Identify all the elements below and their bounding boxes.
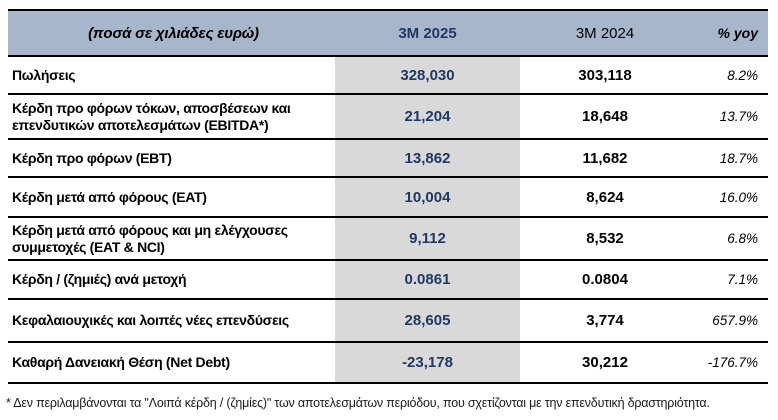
row-label: Κέρδη μετά από φόρους και μη ελέγχουσες … — [12, 221, 288, 255]
value-3m-2024: 0.0804 — [582, 271, 628, 288]
value-3m-2024: 8,532 — [586, 230, 624, 247]
value-3m-2025: 0.0861 — [335, 261, 520, 298]
column-header-3m-2025: 3M 2025 — [398, 24, 457, 42]
column-header-3m-2024: 3M 2024 — [575, 24, 635, 42]
value-3m-2025: 21,204 — [335, 95, 520, 138]
table-header-row: (ποσά σε χιλιάδες ευρώ) 3M 2025 3M 2024 … — [8, 11, 768, 57]
value-3m-2024: 30,212 — [582, 354, 628, 371]
footnote: * Δεν περιλαμβάνονται τα "Λοιπά κέρδη / … — [6, 396, 710, 410]
value-3m-2025: 13,862 — [335, 140, 520, 176]
financial-results-table: (ποσά σε χιλιάδες ευρώ) 3M 2025 3M 2024 … — [8, 9, 768, 384]
table-body: Πωλήσεις 328,030 303,118 8.2% Κέρδη προ … — [8, 57, 768, 384]
value-3m-2025: 9,112 — [335, 218, 520, 259]
row-label: Κέρδη μετά από φόρους (EAT) — [12, 188, 207, 205]
table-row: Κέρδη προ φόρων τόκων, αποσβέσεων και επ… — [8, 95, 768, 140]
value-3m-2024: 3,774 — [586, 312, 624, 329]
value-yoy: 6.8% — [727, 231, 758, 246]
value-3m-2024: 18,648 — [582, 108, 628, 125]
row-label: Κέρδη προ φόρων τόκων, αποσβέσεων και επ… — [12, 99, 291, 133]
column-header-yoy: % yoy — [717, 25, 758, 41]
value-3m-2025: 328,030 — [335, 57, 520, 93]
table-row: Καθαρή Δανειακή Θέση (Net Debt) -23,178 … — [8, 343, 768, 384]
value-3m-2025: -23,178 — [335, 343, 520, 382]
table-row: Κέρδη προ φόρων (EBT) 13,862 11,682 18.7… — [8, 140, 768, 178]
row-label: Κέρδη / (ζημιές) ανά μετοχή — [12, 271, 187, 288]
value-yoy: 7.1% — [727, 272, 758, 287]
row-label: Πωλήσεις — [12, 66, 76, 83]
value-3m-2025: 10,004 — [335, 178, 520, 216]
value-yoy: 16.0% — [719, 189, 758, 205]
row-label: Καθαρή Δανειακή Θέση (Net Debt) — [12, 354, 230, 371]
value-3m-2024: 11,682 — [582, 149, 628, 167]
table-row: Κέρδη μετά από φόρους (EAT) 10,004 8,624… — [8, 178, 768, 218]
value-3m-2025: 28,605 — [335, 300, 520, 341]
table-row: Κεφαλαιουχικές και λοιπές νέες επενδύσει… — [8, 300, 768, 343]
value-yoy: 8.2% — [727, 67, 758, 83]
table-row: Κέρδη / (ζημιές) ανά μετοχή 0.0861 0.080… — [8, 261, 768, 300]
value-yoy: 13.7% — [719, 109, 758, 124]
value-yoy: 657.9% — [712, 313, 758, 328]
table-row: Πωλήσεις 328,030 303,118 8.2% — [8, 57, 768, 95]
table-row: Κέρδη μετά από φόρους και μη ελέγχουσες … — [8, 218, 768, 261]
row-label: Κεφαλαιουχικές και λοιπές νέες επενδύσει… — [12, 312, 289, 329]
value-yoy: -176.7% — [707, 355, 758, 370]
row-label: Κέρδη προ φόρων (EBT) — [12, 149, 172, 166]
value-3m-2024: 8,624 — [586, 188, 624, 206]
unit-label: (ποσά σε χιλιάδες ευρώ) — [88, 24, 259, 42]
value-yoy: 18.7% — [719, 150, 758, 166]
value-3m-2024: 303,118 — [578, 66, 632, 84]
